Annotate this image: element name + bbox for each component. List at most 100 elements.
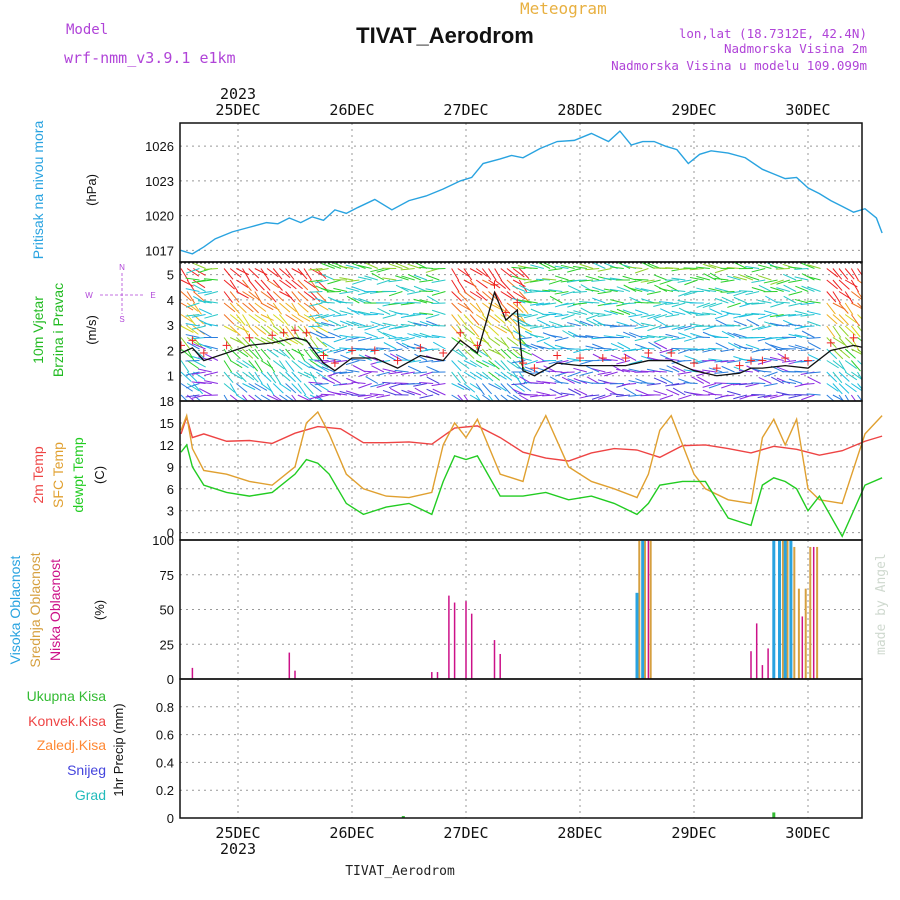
wind-arrow — [800, 314, 815, 317]
wind-arrow — [180, 325, 194, 333]
wind-arrow — [751, 325, 766, 331]
wind-arrow — [413, 285, 428, 292]
wind-arrow — [640, 279, 655, 283]
wind-arrow — [733, 296, 748, 304]
wind-arrow — [677, 325, 692, 330]
wind-arrow — [757, 348, 772, 351]
wind-arrow — [554, 314, 569, 318]
wind-arrow — [388, 371, 403, 375]
wind-arrow — [425, 314, 440, 319]
wind-arrow — [542, 302, 557, 306]
wind-arrow — [523, 266, 538, 269]
wind-arrow — [863, 310, 876, 315]
wind-arrow — [229, 302, 240, 314]
series-line-pressure — [180, 130, 883, 255]
wind-arrow — [297, 268, 308, 280]
y-tick-label: 25 — [160, 637, 174, 652]
wind-arrow — [695, 348, 710, 351]
wind-arrow — [494, 348, 506, 359]
wind-arrow — [542, 381, 557, 384]
cloud-bar — [801, 616, 804, 679]
wind-arrow — [628, 287, 643, 292]
wind-arrow — [751, 286, 766, 292]
wind-arrow — [628, 368, 643, 373]
wind-arrow — [198, 319, 212, 327]
wind-arrow — [463, 383, 476, 393]
wind-arrow — [186, 360, 199, 369]
wind-arrow — [279, 337, 292, 346]
wind-arrow — [616, 286, 631, 292]
wind-arrow — [260, 291, 273, 301]
wind-arrow — [795, 285, 809, 292]
wind-arrow — [783, 295, 797, 304]
wind-arrow — [561, 314, 575, 320]
wind-arrow — [850, 268, 859, 281]
wind-arrow — [788, 266, 803, 269]
wind-arrow — [864, 315, 872, 326]
wind-arrow — [203, 300, 218, 304]
wind-arrow — [838, 268, 849, 280]
wind-arrow — [407, 273, 422, 281]
wind-arrow — [494, 268, 503, 281]
wind-arrow — [254, 302, 267, 312]
wind-arrow — [506, 360, 519, 369]
wind-arrow — [291, 314, 304, 323]
precip-bar — [401, 816, 405, 818]
wind-arrow — [457, 314, 467, 326]
wind-speed-line — [180, 290, 862, 377]
wind-arrow — [857, 302, 862, 309]
wind-arrow — [542, 289, 557, 292]
cloud-labels: Visoka Oblacnost Srednja Oblacnost Niska… — [7, 552, 107, 667]
wind-arrow — [794, 370, 809, 373]
wind-arrow — [646, 334, 661, 338]
wind-arrow — [457, 371, 467, 384]
wind-arrow — [500, 394, 510, 401]
wind-arrow — [714, 287, 729, 292]
wind-arrow — [382, 322, 397, 327]
wind-arrow — [579, 360, 594, 365]
wind-arrow — [579, 371, 594, 377]
wind-arrow — [236, 360, 249, 369]
wind-unit: (m/s) — [84, 315, 99, 345]
wind-arrow — [653, 274, 668, 281]
wind-arrow — [512, 279, 526, 288]
wind-arrow — [248, 383, 261, 392]
wind-arrow — [610, 299, 624, 304]
wind-arrow — [838, 279, 850, 290]
wind-arrow — [254, 371, 263, 385]
wind-arrow — [451, 314, 461, 326]
wind-arrow — [192, 343, 206, 350]
wind-arrow — [272, 371, 282, 385]
wind-arrow — [352, 286, 366, 292]
cloud-bar — [635, 592, 639, 679]
wind-arrow — [358, 298, 372, 304]
wind-arrow — [857, 279, 862, 284]
cloud-bar — [778, 540, 781, 679]
wind-arrow — [585, 345, 600, 350]
wind-arrow — [634, 268, 649, 274]
wind-arrow — [850, 325, 861, 338]
wind-arrow — [193, 284, 206, 292]
y-tick-label: 6 — [167, 482, 174, 497]
wind-arrow — [229, 371, 243, 380]
cloud-bar — [793, 546, 796, 679]
wind-arrow — [383, 342, 397, 350]
wind-arrow — [720, 279, 735, 283]
legend-snow: Snijeg — [67, 762, 106, 778]
wind-arrow — [721, 383, 735, 389]
wind-arrow — [506, 302, 519, 312]
y-tick-label: 0.4 — [156, 755, 174, 770]
wind-arrow — [419, 381, 434, 384]
wind-arrow — [683, 369, 698, 373]
wind-arrow — [395, 262, 409, 269]
wind-arrow — [592, 353, 606, 361]
top-day-label: 27DEC — [443, 101, 488, 119]
wind-arrow — [500, 291, 513, 300]
wind-arrow — [660, 308, 674, 315]
bottom-year: 2023 — [220, 840, 256, 858]
wind-arrow — [451, 291, 463, 302]
wind-arrow — [629, 318, 643, 327]
wind-arrow — [640, 314, 655, 318]
wind-arrow — [248, 348, 259, 360]
wind-arrow — [597, 371, 612, 375]
